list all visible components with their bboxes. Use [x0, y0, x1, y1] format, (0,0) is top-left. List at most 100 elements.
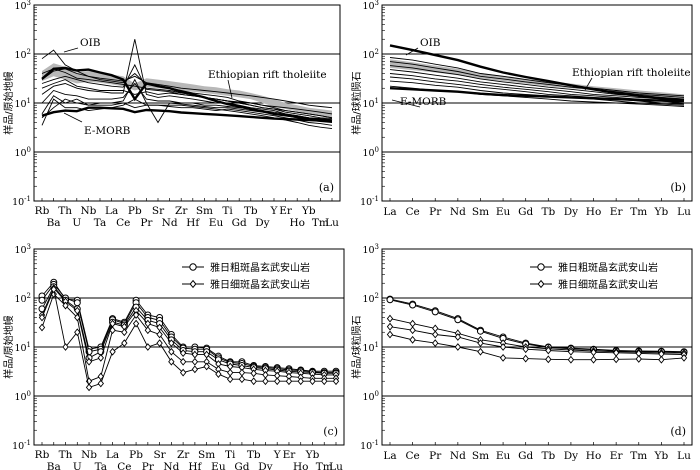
x-tick-label: Sr	[153, 449, 166, 461]
data-point	[50, 285, 57, 294]
data-point	[121, 339, 128, 348]
data-point	[499, 343, 507, 351]
data-point	[409, 335, 416, 344]
y-tick-label: 102	[14, 292, 31, 305]
series-line	[41, 98, 333, 126]
x-tick-label: Eu	[209, 217, 224, 229]
series-line	[389, 318, 685, 354]
series-line	[389, 69, 685, 102]
e-morb-annotation: E-MORB	[400, 96, 447, 108]
data-point	[62, 301, 69, 310]
x-tick-label: Ho	[586, 206, 601, 218]
data-point	[567, 347, 575, 356]
x-tick-label: Sm	[196, 205, 213, 217]
x-tick-label: Ba	[47, 461, 61, 470]
e-morb-line	[389, 87, 685, 103]
x-tick-label: Tb	[244, 205, 258, 217]
data-point	[332, 377, 340, 386]
data-point	[545, 355, 552, 364]
sample-series	[386, 330, 688, 364]
y-tick-label: 103	[362, 0, 379, 12]
x-tick-label: Hf	[188, 461, 202, 470]
x-tick-label: Tb	[541, 206, 555, 218]
data-point	[522, 345, 529, 354]
data-point	[132, 319, 140, 328]
data-point	[297, 377, 304, 386]
x-tick-label: Pb	[128, 205, 142, 217]
x-tick-label: Ta	[95, 461, 107, 470]
sample-series	[389, 61, 685, 98]
y-tick-label: 102	[14, 48, 31, 61]
x-tick-label: Nd	[450, 450, 466, 462]
y-axis-label: 样品/球粒陨石	[350, 315, 363, 378]
data-point	[477, 347, 484, 356]
data-point	[262, 370, 269, 379]
data-point	[409, 301, 417, 309]
x-tick-label: Eu	[496, 450, 511, 462]
data-point	[85, 357, 93, 366]
x-tick-label: Tm	[316, 461, 333, 470]
y-tick-label: 101	[362, 97, 379, 110]
sample-series	[41, 82, 333, 122]
legend-marker-diamond	[189, 279, 197, 289]
data-point	[74, 313, 81, 322]
x-tick-label: Tm	[630, 206, 647, 218]
chart-panel: 10-1 100 101 102 103 样品/原始地幔 RbBaThUNbTaLaCePb…	[2, 0, 341, 229]
y-tick-label: 101	[14, 341, 31, 354]
x-tick-label: Th	[58, 205, 72, 217]
data-point	[144, 326, 152, 335]
y-tick-label: 103	[14, 243, 31, 256]
x-tick-label: Lu	[325, 217, 339, 229]
y-tick-label: 100	[14, 390, 31, 403]
data-point	[73, 299, 81, 307]
data-point	[156, 330, 163, 339]
panel-label: (c)	[323, 425, 338, 438]
e-morb-annotation: E-MORB	[84, 125, 131, 137]
data-point	[409, 319, 416, 328]
y-tick-label: 100	[362, 390, 379, 403]
x-tick-label: Ho	[586, 450, 601, 462]
x-tick-label: Nd	[162, 217, 178, 229]
y-tick-label: 101	[362, 341, 379, 354]
data-point	[238, 375, 246, 384]
series-line	[389, 298, 685, 353]
sample-series	[41, 68, 333, 109]
x-tick-label: Gd	[518, 450, 533, 462]
y-tick-label: 10-1	[360, 439, 379, 452]
ethiopian-rift-annotation: Ethiopian rift tholeiite	[572, 67, 691, 79]
oib-line	[41, 66, 333, 122]
series-line	[41, 79, 333, 115]
x-tick-label: Rb	[35, 449, 50, 461]
panel-label: (d)	[670, 425, 686, 438]
data-point	[215, 370, 222, 379]
chart-panel: 10-1 100 101 102 103 样品/球粒陨石 La Ce Pr Nd Sm Eu Gd Tb D…	[350, 243, 693, 462]
sample-series	[386, 296, 688, 356]
y-tick-label: 103	[14, 0, 31, 12]
legend-marker-circle	[537, 263, 545, 271]
data-point	[168, 339, 175, 348]
data-point	[85, 383, 93, 392]
y-tick-label: 10-1	[12, 439, 31, 452]
data-point	[191, 365, 199, 374]
series-line	[389, 61, 685, 98]
data-point	[121, 328, 128, 337]
data-point	[203, 362, 210, 371]
x-tick-label: Sm	[472, 450, 489, 462]
panel-label: (a)	[319, 181, 334, 194]
data-point	[156, 339, 163, 348]
data-point	[567, 355, 575, 364]
x-tick-label: Ce	[405, 450, 419, 462]
y-tick-label: 103	[362, 243, 379, 256]
x-tick-label: Ta	[94, 217, 106, 229]
data-point	[386, 314, 394, 323]
x-tick-label: Dy	[564, 450, 578, 462]
x-tick-label: Eu	[496, 206, 511, 218]
legend-marker-circle	[189, 263, 197, 271]
x-tick-label: La	[106, 449, 119, 461]
x-tick-label: Yb	[301, 205, 316, 217]
sample-series	[41, 79, 333, 115]
x-tick-label: Ce	[116, 217, 130, 229]
oib-annotation: OIB	[80, 37, 101, 49]
sample-series	[389, 69, 685, 102]
data-point	[635, 355, 642, 363]
